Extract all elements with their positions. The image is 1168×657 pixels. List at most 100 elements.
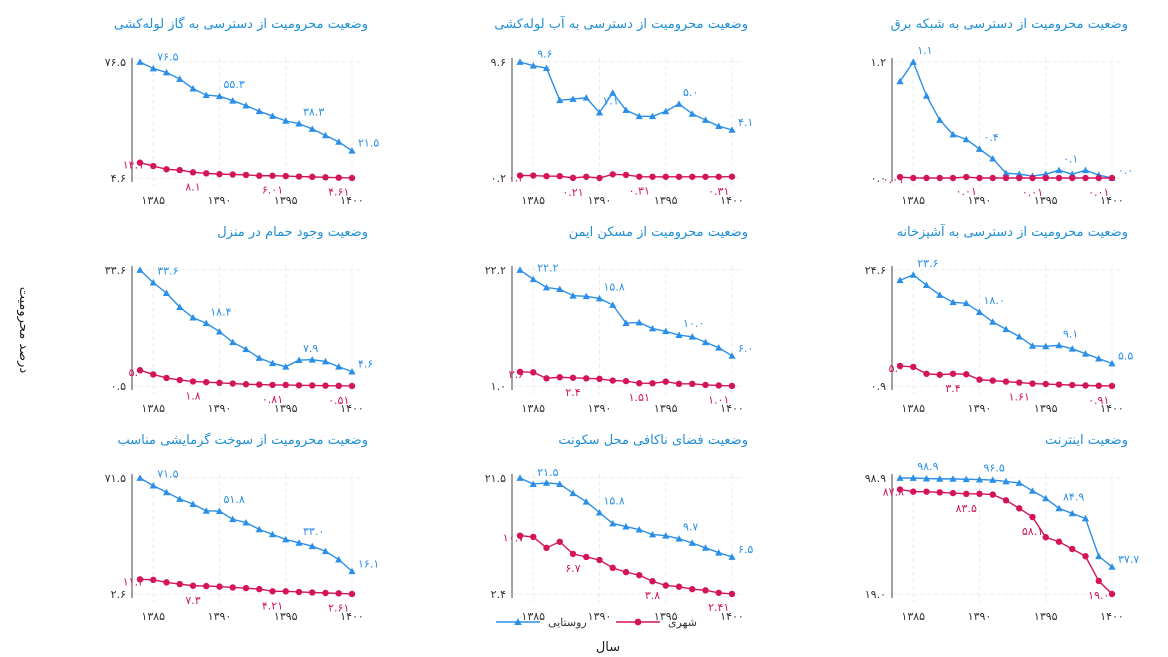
x-tick-label: ۱۴۰۰: [720, 610, 744, 623]
data-point-urban: [348, 382, 356, 390]
data-point-rural: [1055, 341, 1063, 349]
data-label: ۱۵.۸: [604, 280, 625, 293]
data-point-rural: [989, 318, 997, 325]
data-point-rural: [542, 64, 551, 72]
data-point-rural: [962, 299, 970, 307]
data-point-urban: [896, 362, 904, 370]
x-tick-label: ۱۳۸۵: [901, 402, 925, 415]
data-point-rural: [728, 126, 736, 133]
data-point-urban: [675, 173, 683, 180]
x-tick-label: ۱۳۹۵: [274, 610, 298, 623]
panel-title: وضعیت محرومیت از دسترسی به شبکه برق: [891, 17, 1128, 32]
data-point-urban: [1042, 174, 1049, 182]
data-label: ۹.۶: [537, 48, 552, 61]
data-point-urban: [936, 489, 943, 496]
data-point-rural: [909, 474, 917, 481]
x-tick-label: ۱۴۰۰: [720, 194, 744, 207]
x-tick-label: ۱۳۹۰: [208, 402, 232, 415]
data-point-urban: [176, 580, 183, 588]
data-point-urban: [910, 488, 917, 495]
data-point-urban: [1055, 381, 1063, 388]
data-point-urban: [662, 378, 669, 385]
x-tick-label: ۱۴۰۰: [340, 194, 364, 207]
y-tick-label: ۲۲.۲: [485, 264, 506, 277]
data-point-urban: [1029, 380, 1036, 387]
data-point-rural: [295, 120, 303, 127]
data-label: ۹.۷: [683, 521, 698, 534]
data-point-rural: [569, 292, 577, 299]
series-line-rural: [519, 61, 733, 131]
data-point-rural: [1015, 479, 1023, 486]
data-label: ۰.۴: [509, 172, 524, 185]
panel-4: وضعیت وجود حمام در منزل ۰.۵ ۳۳.۶ ۱۳۸۵ ۱۳۹۰ ۱۳…: [105, 225, 374, 415]
y-tick-label: ۰.۰: [871, 172, 886, 185]
x-tick-label: ۱۳۸۵: [141, 610, 165, 623]
y-tick-label: ۲۴.۶: [865, 264, 886, 277]
data-point-rural: [149, 64, 157, 72]
data-point-rural: [609, 519, 617, 527]
data-point-rural: [582, 94, 590, 101]
data-point-rural: [202, 91, 210, 98]
data-label: ۱۸.۴: [210, 305, 231, 318]
data-point-rural: [215, 507, 224, 515]
data-point-urban: [543, 375, 550, 382]
data-point-urban: [269, 588, 276, 595]
data-point-rural: [1095, 552, 1103, 560]
x-tick-label: ۱۳۹۵: [1034, 610, 1058, 623]
legend: روستایی شهری: [496, 616, 697, 629]
data-point-urban: [910, 363, 917, 371]
data-point-rural: [1042, 494, 1050, 502]
data-point-urban: [322, 174, 329, 181]
data-point-urban: [543, 544, 550, 552]
data-label: ۱۴.۱: [123, 159, 144, 172]
y-tick-label: ۱.۰: [491, 380, 506, 393]
data-point-urban: [1042, 380, 1049, 388]
data-label: ۵.۰: [129, 366, 144, 379]
data-point-rural: [176, 303, 184, 311]
data-point-urban: [636, 380, 643, 387]
data-point-urban: [728, 173, 736, 180]
data-label: ۱۵.۸: [604, 495, 625, 508]
data-point-rural: [1081, 514, 1090, 522]
data-point-urban: [269, 172, 276, 179]
data-label: ۰.۳۱: [629, 185, 650, 198]
data-label: ۲۱.۵: [537, 466, 558, 479]
data-label: ۳.۸: [645, 589, 660, 602]
data-point-urban: [949, 489, 957, 497]
data-label: ۱.۸: [185, 389, 200, 402]
data-point-rural: [715, 344, 723, 351]
data-point-urban: [702, 173, 709, 180]
data-point-urban: [322, 589, 329, 597]
data-point-urban: [1069, 381, 1076, 389]
panel-title: وضعیت محرومیت از دسترسی به آشپزخانه: [896, 223, 1128, 240]
data-label: ۸۷.۸: [883, 485, 904, 498]
data-point-urban: [309, 382, 316, 389]
series-line-urban: [899, 488, 1113, 595]
x-tick-label: ۱۳۹۰: [588, 610, 612, 623]
data-point-urban: [728, 382, 736, 390]
data-point-rural: [215, 92, 224, 100]
panel-title: وضعیت محرومیت از سوخت گرمایشی مناسب: [117, 432, 368, 448]
data-point-urban: [923, 174, 930, 182]
data-point-urban: [516, 368, 524, 375]
data-point-urban: [963, 490, 970, 498]
data-point-urban: [516, 532, 524, 539]
data-point-urban: [1002, 497, 1010, 504]
panel-title: وضعیت فضای ناکافی محل سکونت: [558, 433, 748, 448]
data-point-urban: [335, 174, 342, 181]
data-point-urban: [530, 172, 537, 179]
data-point-rural: [609, 89, 617, 96]
data-point-urban: [689, 585, 696, 593]
x-tick-label: ۱۳۸۵: [521, 402, 545, 415]
data-point-urban: [348, 590, 356, 598]
data-point-urban: [309, 173, 316, 181]
x-tick-label: ۱۳۸۵: [141, 194, 165, 207]
data-point-urban: [596, 556, 603, 564]
data-label: ۲.۶۱: [328, 601, 349, 614]
data-point-rural: [542, 479, 551, 486]
x-tick-label: ۱۳۹۰: [968, 402, 992, 415]
data-label: ۰.۰۱: [1088, 186, 1109, 199]
data-point-rural: [975, 475, 984, 483]
panel-title: وضعیت محرومیت از دسترسی به آب لوله‌کشی: [494, 15, 748, 32]
data-point-rural: [321, 547, 330, 555]
